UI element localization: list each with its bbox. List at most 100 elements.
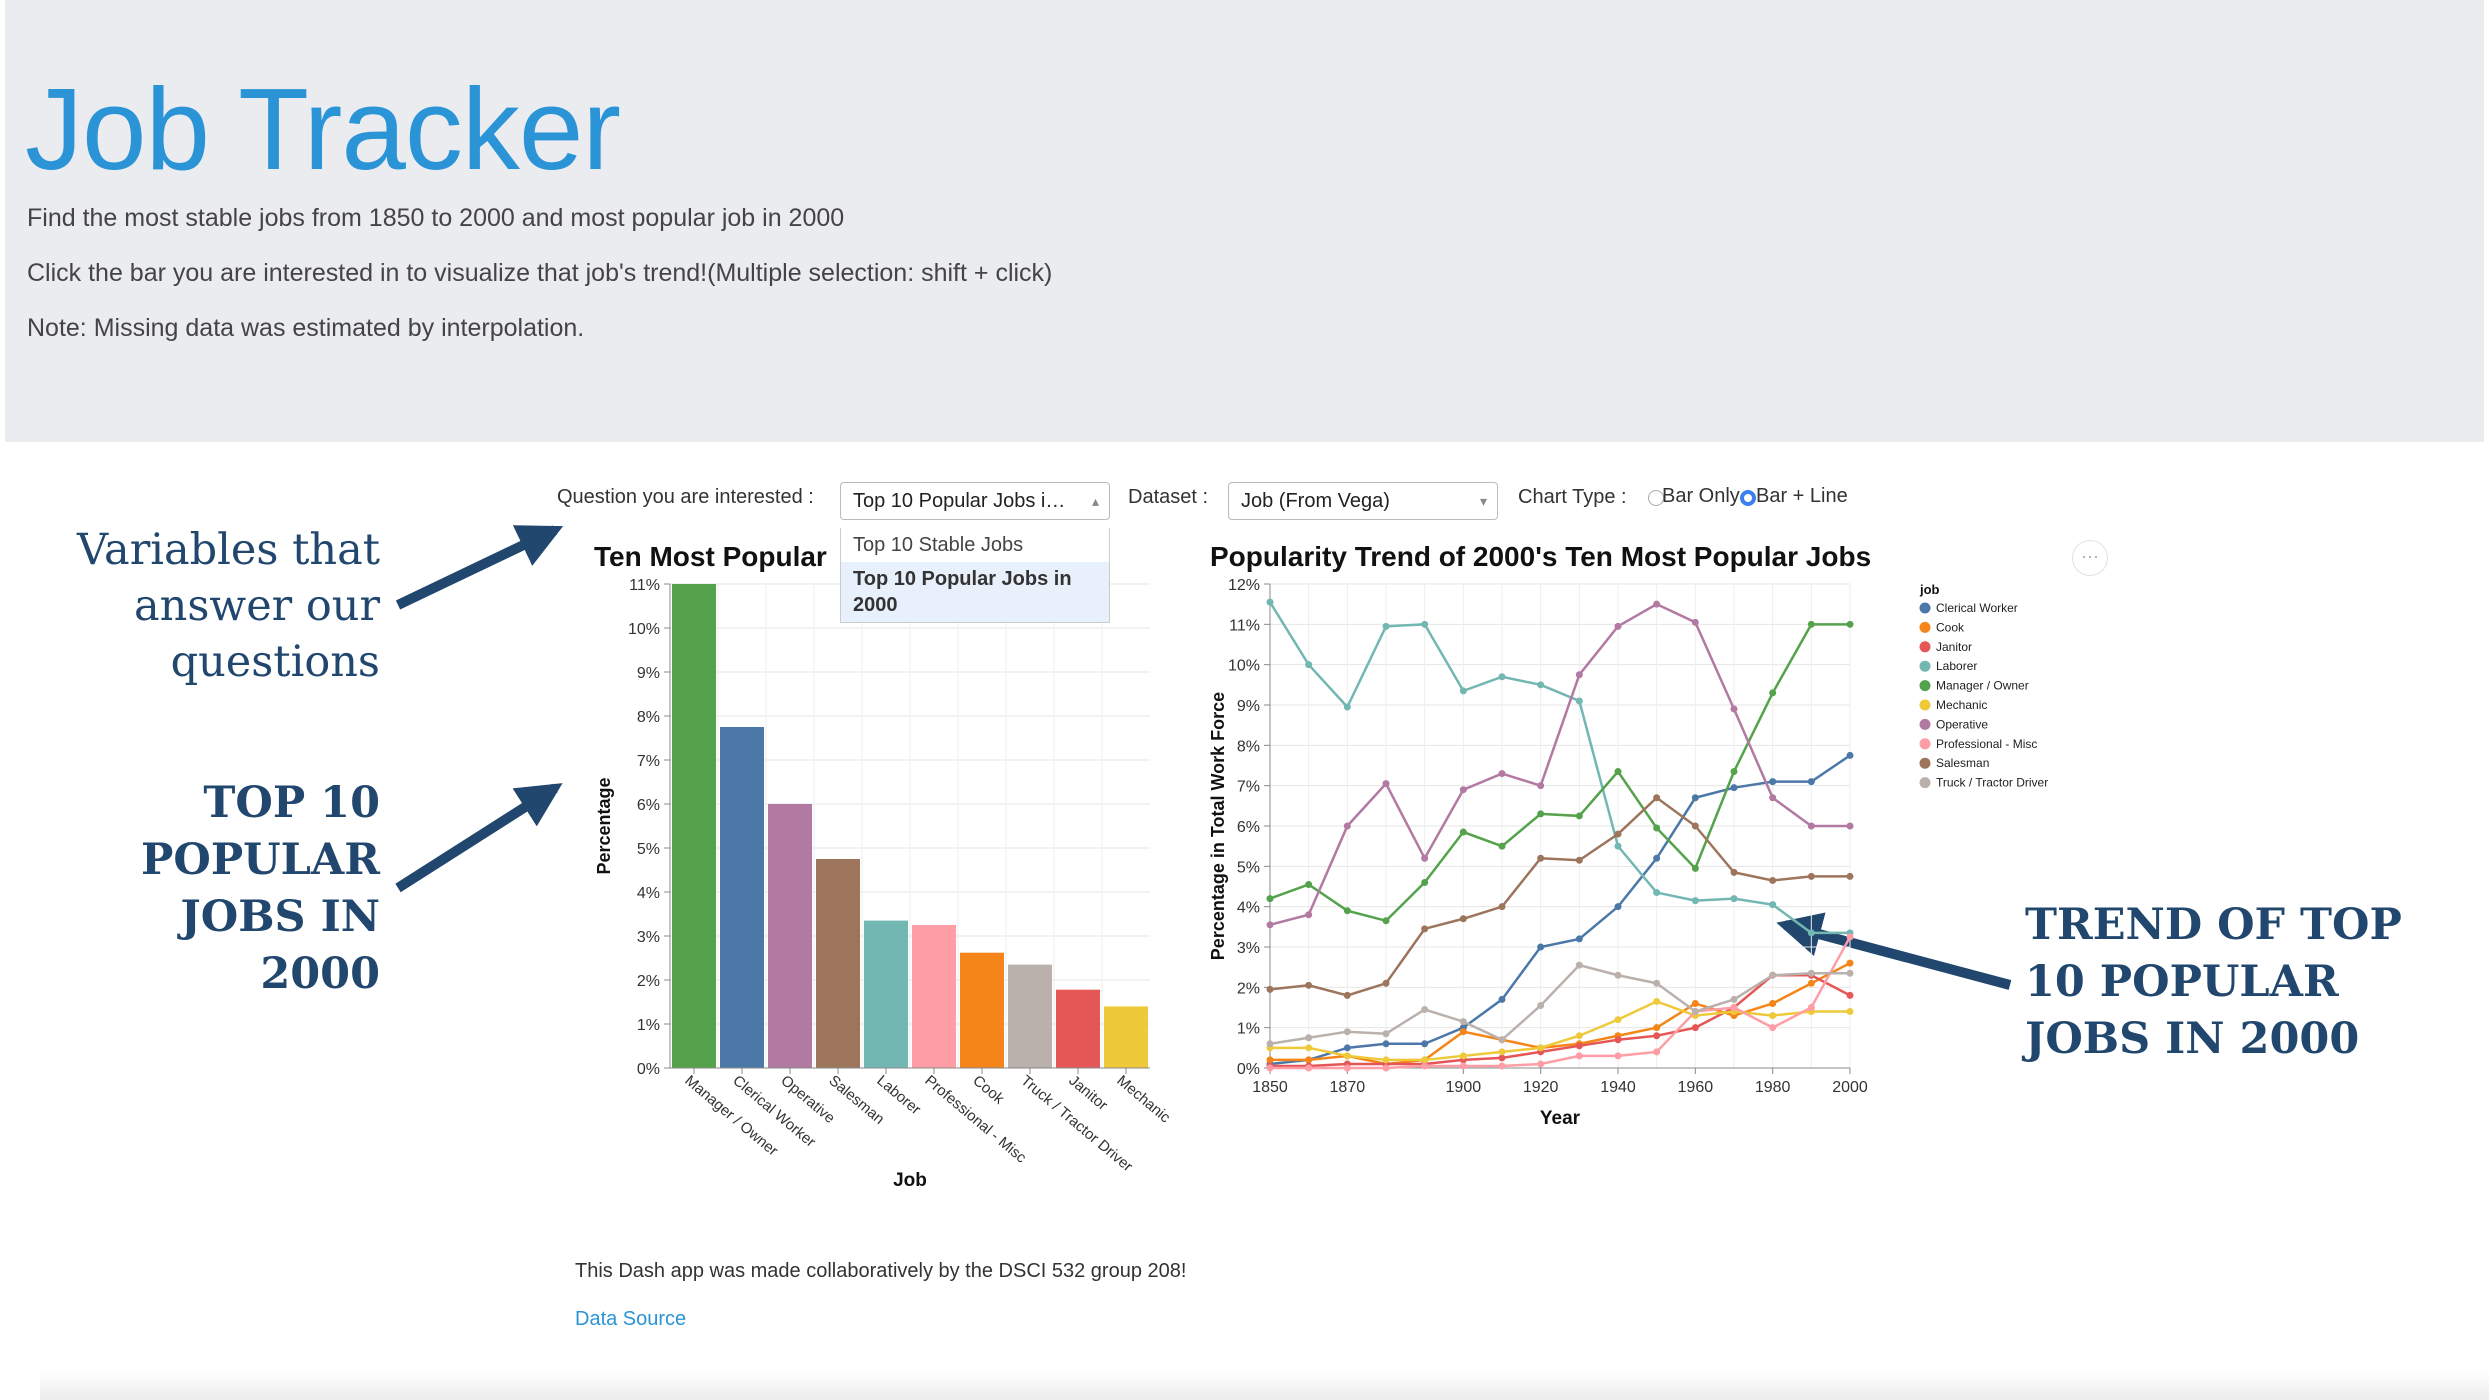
data-point: [1846, 933, 1854, 941]
radio-bar-only-label[interactable]: Bar Only: [1662, 485, 1740, 507]
data-point: [1498, 770, 1506, 778]
series-line: [1270, 936, 1852, 1070]
data-point: [1382, 917, 1390, 925]
data-point: [1653, 997, 1661, 1005]
data-point: [1730, 705, 1738, 713]
question-dropdown[interactable]: Top 10 Popular Jobs in 2000 ▴: [840, 482, 1110, 520]
annotation-line: 2000: [260, 949, 380, 999]
data-point: [1691, 897, 1699, 905]
chevron-up-icon: ▴: [1091, 493, 1099, 509]
data-point: [1730, 1004, 1738, 1011]
radio-bar-line-label[interactable]: Bar + Line: [1756, 485, 1848, 507]
data-point: [1730, 768, 1738, 776]
description-line-1: Find the most stable jobs from 1850 to 2…: [27, 204, 845, 232]
annotation-line: POPULAR: [141, 835, 380, 885]
data-point: [1343, 703, 1351, 711]
data-point: [1575, 935, 1583, 943]
y-tick-label: 11%: [629, 577, 660, 594]
data-point: [1459, 828, 1467, 836]
data-point: [1575, 1032, 1583, 1040]
data-point: [1846, 620, 1854, 628]
data-point: [1537, 1001, 1545, 1009]
bar-chart-title: Ten Most Popular: [594, 541, 827, 572]
data-point: [1266, 1040, 1274, 1048]
legend-symbol: [1919, 699, 1931, 711]
x-tick-label: 1960: [1678, 1079, 1714, 1096]
dataset-dropdown[interactable]: Job (From Vega) ▾: [1228, 482, 1498, 520]
legend-symbol: [1919, 621, 1931, 633]
radio-bar-only[interactable]: [1648, 490, 1664, 506]
data-point: [1807, 822, 1815, 830]
bar: [672, 584, 716, 1068]
legend-label: Salesman: [1936, 756, 1989, 770]
data-point: [1653, 794, 1661, 802]
legend-label: Manager / Owner: [1936, 679, 2029, 693]
credit-text: This Dash app was made collaboratively b…: [575, 1260, 1187, 1282]
annotation-top10: TOP 10 POPULAR JOBS IN 2000: [60, 775, 380, 1003]
x-tick-label: 1940: [1600, 1079, 1636, 1096]
data-point: [1653, 979, 1661, 987]
y-tick-label: 8%: [1237, 738, 1260, 755]
data-point: [1537, 943, 1545, 951]
y-tick-label: 1%: [637, 1017, 660, 1034]
x-axis-label: Year: [1540, 1108, 1581, 1129]
data-point: [1691, 1008, 1699, 1016]
data-point: [1653, 1048, 1661, 1056]
data-point: [1846, 1008, 1854, 1016]
data-point: [1846, 969, 1854, 977]
x-tick-label: 1850: [1252, 1079, 1288, 1096]
data-point: [1459, 786, 1467, 794]
ellipsis-icon[interactable]: ···: [2072, 540, 2108, 576]
data-point: [1305, 661, 1313, 669]
data-point: [1769, 689, 1777, 697]
data-point: [1575, 856, 1583, 864]
data-point: [1343, 1052, 1351, 1060]
legend-symbol: [1919, 757, 1931, 769]
data-point: [1575, 697, 1583, 705]
dropdown-option-popular[interactable]: Top 10 Popular Jobs in 2000: [841, 562, 1109, 622]
data-point: [1421, 854, 1429, 862]
dropdown-option-stable[interactable]: Top 10 Stable Jobs: [853, 534, 1024, 556]
data-point: [1382, 622, 1390, 630]
y-tick-label: 4%: [637, 885, 660, 902]
data-point: [1266, 895, 1274, 903]
data-point: [1343, 1028, 1351, 1036]
dataset-label: Dataset :: [1128, 486, 1209, 508]
data-point: [1498, 1054, 1506, 1062]
arrow-to-controls: [395, 525, 564, 610]
radio-bar-line[interactable]: [1740, 490, 1756, 506]
bar: [960, 952, 1004, 1068]
annotation-line: answer our: [133, 581, 380, 631]
y-tick-label: 6%: [637, 797, 660, 814]
annotation-line: TOP 10: [203, 778, 380, 828]
arrow-to-bar-chart: [395, 783, 563, 893]
annotation-variables: Variables that answer our questions: [30, 522, 380, 690]
description-line-3: Note: Missing data was estimated by inte…: [27, 314, 585, 342]
data-point: [1343, 822, 1351, 830]
data-point: [1305, 981, 1313, 989]
annotation-line: questions: [170, 637, 380, 687]
data-point: [1498, 673, 1506, 681]
y-tick-label: 11%: [1229, 617, 1260, 634]
data-point: [1382, 1030, 1390, 1038]
data-source-link[interactable]: Data Source: [575, 1308, 687, 1330]
data-point: [1846, 751, 1854, 759]
data-point: [1498, 995, 1506, 1003]
series-line: [1270, 962, 1851, 1066]
data-point: [1498, 1048, 1506, 1056]
y-tick-label: 10%: [628, 621, 660, 638]
data-point: [1575, 961, 1583, 969]
y-tick-label: 6%: [1237, 819, 1260, 836]
data-point: [1459, 1028, 1467, 1036]
data-point: [1382, 1040, 1390, 1048]
x-tick-label: 2000: [1832, 1079, 1868, 1096]
y-tick-label: 5%: [637, 841, 660, 858]
data-point: [1305, 1044, 1313, 1052]
data-point: [1459, 1062, 1467, 1070]
data-point: [1382, 1064, 1390, 1072]
x-tick-label: 1920: [1523, 1079, 1559, 1096]
data-point: [1459, 1018, 1467, 1026]
data-point: [1807, 1004, 1815, 1011]
data-point: [1691, 618, 1699, 626]
x-tick-label: 1900: [1446, 1079, 1482, 1096]
